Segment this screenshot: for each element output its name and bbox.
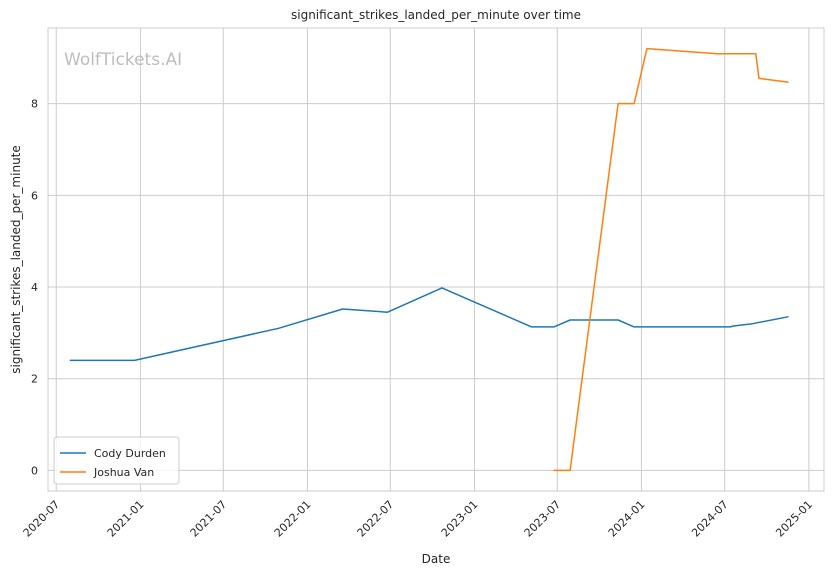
watermark: WolfTickets.AI [64,50,182,70]
y-tick-label: 8 [31,98,38,111]
series-line-cody-durden [69,287,789,362]
x-tick-label: 2021-01 [105,498,147,540]
series-lines [69,47,789,472]
y-axis-title: significant_strikes_landed_per_minute [9,145,23,374]
y-tick-label: 2 [31,373,38,386]
plot-frame [47,27,825,492]
x-tick-label: 2024-01 [606,498,648,540]
x-tick-label: 2022-01 [272,498,314,540]
x-tick-label: 2023-07 [522,498,564,540]
legend-label: Cody Durden [94,447,166,460]
y-tick-label: 4 [31,281,38,294]
chart-title: significant_strikes_landed_per_minute ov… [291,8,581,22]
plot-area [48,28,824,491]
y-tick-label: 0 [31,464,38,477]
x-tick-label: 2022-07 [355,498,397,540]
x-tick-label: 2023-01 [439,498,481,540]
legend: Cody Durden Joshua Van [53,436,180,485]
x-tick-label: 2024-07 [689,498,731,540]
x-axis-title: Date [422,552,451,566]
x-tick-label: 2020-07 [21,498,63,540]
y-tick-label: 6 [31,189,38,202]
x-tick-label: 2021-07 [188,498,230,540]
x-tick-label: 2025-01 [773,498,815,540]
legend-label: Joshua Van [93,466,154,479]
series-line-joshua-van [553,47,789,472]
